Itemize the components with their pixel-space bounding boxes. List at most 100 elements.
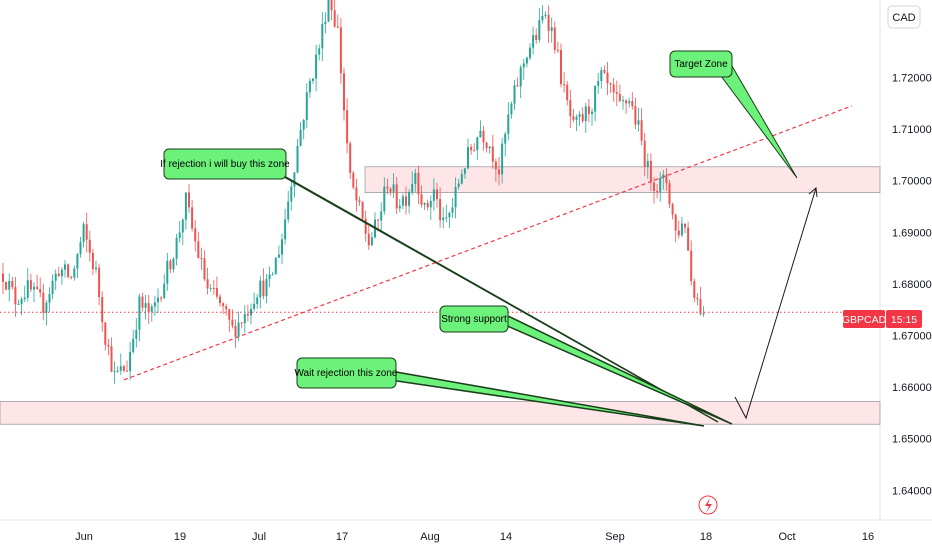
candle <box>622 95 624 110</box>
candle <box>600 66 603 89</box>
callout-strong-support[interactable]: Strong support <box>439 305 733 425</box>
candle <box>594 85 597 122</box>
candle-body <box>219 296 221 304</box>
candle <box>262 268 265 300</box>
candle <box>405 186 407 215</box>
candle-body <box>507 114 510 134</box>
currency-button[interactable]: CAD <box>887 5 921 29</box>
time-tick-label: Sep <box>605 531 625 543</box>
candle-body <box>625 100 628 104</box>
candle-body <box>696 297 699 300</box>
candle <box>634 97 637 130</box>
candle <box>163 274 166 299</box>
candle <box>414 168 417 192</box>
candle <box>256 294 259 309</box>
candle-body <box>305 92 308 120</box>
candle <box>513 79 516 110</box>
candle-body <box>228 309 231 320</box>
candle-body <box>532 35 535 48</box>
candle-body <box>336 26 339 28</box>
candle-body <box>556 49 559 51</box>
candle <box>222 302 225 314</box>
time-axis[interactable]: Jun 19 Jul 17 Aug 14 Sep 18 Oct 16 <box>75 531 874 543</box>
candle <box>2 262 4 295</box>
candle-body <box>631 101 634 107</box>
candle <box>243 305 246 333</box>
candle <box>591 108 593 126</box>
candle-body <box>603 70 606 73</box>
candle <box>374 212 376 239</box>
candle <box>184 192 187 230</box>
ascending-trendline[interactable] <box>123 105 853 381</box>
candle <box>336 14 339 29</box>
callout-wait-rejection[interactable]: Wait rejection this zone <box>294 357 705 427</box>
upper-zone[interactable] <box>364 166 881 193</box>
candle <box>330 0 333 21</box>
candle-body <box>463 168 466 174</box>
candle <box>169 259 172 274</box>
candle-body <box>566 84 569 101</box>
candle <box>73 265 76 281</box>
candle-body <box>423 202 426 205</box>
projection-arrow[interactable] <box>734 187 818 420</box>
candle-body <box>321 23 324 49</box>
candle <box>215 276 218 299</box>
candle-body <box>141 296 144 308</box>
candle <box>315 44 318 92</box>
callout-target-zone-box <box>669 50 733 78</box>
candle <box>318 44 321 61</box>
lightning-icon[interactable] <box>698 495 718 515</box>
candle-body <box>358 200 361 202</box>
candle <box>175 233 178 266</box>
candle <box>383 177 386 215</box>
candle <box>429 195 432 221</box>
candle-body <box>163 283 166 299</box>
candle-body <box>395 184 398 209</box>
candle <box>42 283 45 321</box>
candle <box>408 189 411 214</box>
candle-body <box>82 224 85 243</box>
candle-body <box>85 224 88 240</box>
time-tick-label: 14 <box>500 531 512 543</box>
candle-body <box>522 63 525 68</box>
candle-body <box>191 207 194 229</box>
candle <box>463 167 466 179</box>
candle-body <box>14 287 17 305</box>
candle <box>225 303 228 316</box>
candle <box>401 193 404 209</box>
candle-body <box>290 186 293 202</box>
candle <box>426 199 429 211</box>
candle-body <box>553 27 556 50</box>
candle <box>57 266 60 277</box>
candle <box>88 230 91 262</box>
candle <box>274 256 277 275</box>
candle-body <box>268 274 271 280</box>
candle-body <box>389 188 392 192</box>
candle-body <box>215 288 218 297</box>
candle-body <box>473 150 476 152</box>
candle <box>538 7 541 43</box>
candle <box>11 276 14 290</box>
candle <box>584 102 587 133</box>
callout-target-zone[interactable]: Target Zone <box>669 50 798 179</box>
price-axis[interactable]: 1.72000 1.71000 1.70000 1.69000 1.68000 1.670… <box>892 73 932 498</box>
candle-body <box>457 183 460 188</box>
candle-body <box>2 273 4 282</box>
candle-body <box>609 83 612 85</box>
candle-body <box>231 319 234 326</box>
candle <box>631 92 634 110</box>
candle <box>293 171 296 198</box>
candle <box>535 28 538 44</box>
candle-body <box>188 192 190 208</box>
candle <box>529 43 531 61</box>
candle <box>231 309 234 329</box>
candle-body <box>587 106 590 114</box>
candle-body <box>91 252 94 270</box>
candle <box>578 111 581 126</box>
candle-body <box>175 237 178 259</box>
candle <box>104 322 107 351</box>
callout-if-rejection[interactable]: If rejection i will buy this zone <box>160 148 719 423</box>
candle-body <box>606 72 609 84</box>
candle-body <box>699 299 702 315</box>
